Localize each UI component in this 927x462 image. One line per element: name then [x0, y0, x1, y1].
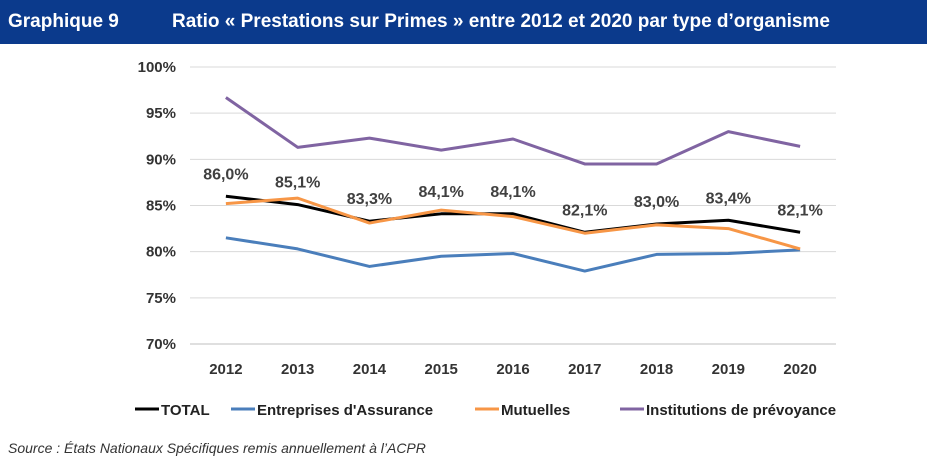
y-tick-label: 70%	[146, 336, 176, 353]
x-tick-label: 2017	[568, 361, 601, 378]
y-tick-label: 85%	[146, 198, 176, 215]
legend-label: TOTAL	[161, 402, 210, 419]
x-tick-label: 2020	[783, 361, 816, 378]
legend-label: Institutions de prévoyance	[646, 402, 836, 419]
chart-header: Graphique 9 Ratio « Prestations sur Prim…	[0, 0, 927, 44]
x-tick-label: 2016	[496, 361, 529, 378]
y-tick-label: 90%	[146, 151, 176, 168]
y-tick-label: 75%	[146, 290, 176, 307]
series-line-entreprises-d-assurance	[225, 236, 801, 273]
chart-number: Graphique 9	[8, 11, 119, 32]
y-tick-label: 80%	[146, 244, 176, 261]
data-label: 82,1%	[562, 202, 607, 219]
data-label: 83,0%	[634, 194, 679, 211]
x-tick-label: 2013	[281, 361, 314, 378]
data-label: 85,1%	[275, 175, 320, 192]
source-note: Source : États Nationaux Spécifiques rem…	[8, 440, 426, 456]
series-line-institutions-de-pr-voyance	[225, 96, 801, 166]
y-tick-label: 95%	[146, 105, 176, 122]
series-line-total	[225, 194, 801, 234]
legend-label: Entreprises d'Assurance	[257, 402, 433, 419]
x-tick-label: 2019	[712, 361, 745, 378]
x-tick-label: 2014	[353, 361, 387, 378]
y-tick-label: 100%	[138, 59, 176, 76]
x-tick-label: 2015	[425, 361, 458, 378]
chart-title: Ratio « Prestations sur Primes » entre 2…	[172, 11, 830, 32]
line-chart: 70% 75% 80% 85% 90% 95% 100% 2012 2013 2014 2015 20…	[135, 59, 836, 419]
x-tick-label: 2012	[209, 361, 242, 378]
legend-label: Mutuelles	[501, 402, 570, 419]
data-label: 84,1%	[419, 184, 464, 201]
data-label: 84,1%	[490, 184, 535, 201]
data-label: 82,1%	[777, 202, 822, 219]
data-label: 83,4%	[706, 190, 751, 207]
series-line-mutuelles	[225, 196, 801, 251]
data-label: 86,0%	[203, 166, 248, 183]
data-label: 83,3%	[347, 191, 392, 208]
x-tick-label: 2018	[640, 361, 673, 378]
